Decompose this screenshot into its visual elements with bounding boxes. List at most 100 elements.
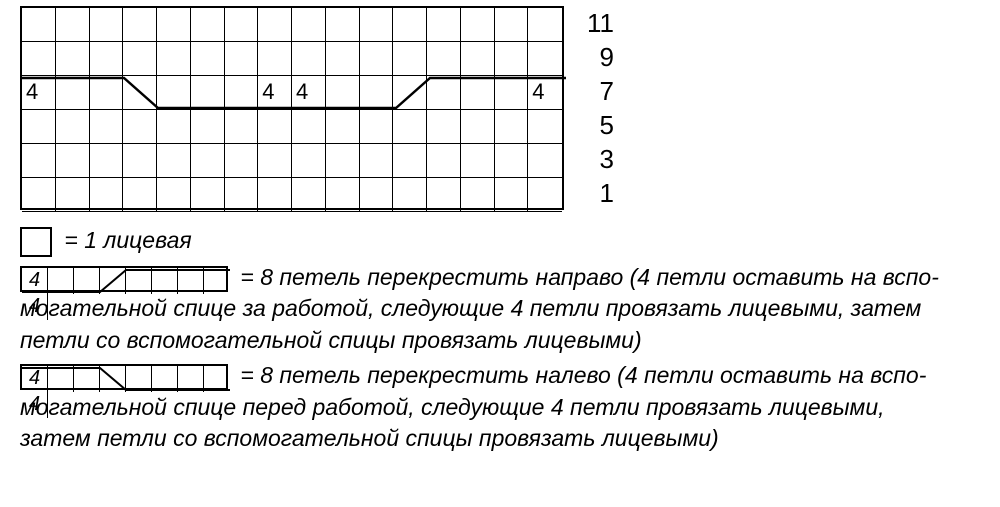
chart-cell	[56, 144, 90, 178]
chart-cell	[191, 8, 225, 42]
chart-cell	[157, 8, 191, 42]
legend-cable-cell	[100, 366, 126, 392]
legend-cable-right-box: 44	[20, 266, 228, 292]
legend-cable-cell	[126, 268, 152, 294]
chart-cell	[90, 76, 124, 110]
chart-cell	[258, 178, 292, 212]
chart-cell	[427, 110, 461, 144]
chart-cell	[393, 178, 427, 212]
chart-cell	[56, 76, 90, 110]
chart-cell	[292, 8, 326, 42]
chart-cell: 4	[528, 76, 562, 110]
chart-cell	[360, 8, 394, 42]
legend-cable-cell	[178, 366, 204, 392]
chart-cell	[90, 110, 124, 144]
chart-cell	[326, 110, 360, 144]
chart-cell	[427, 76, 461, 110]
chart-cell	[90, 178, 124, 212]
chart-cell	[157, 42, 191, 76]
legend-cable-cell	[74, 366, 100, 392]
chart-cell	[22, 178, 56, 212]
chart-row: 4444	[22, 76, 562, 110]
chart-cell	[225, 8, 259, 42]
chart-cell	[292, 42, 326, 76]
chart-row	[22, 8, 562, 42]
chart-cell	[427, 42, 461, 76]
chart-cell	[461, 144, 495, 178]
chart-cell	[326, 8, 360, 42]
legend-cable-cell	[48, 268, 74, 294]
legend-cable-cell	[48, 366, 74, 392]
chart-cell	[360, 76, 394, 110]
chart-cell	[225, 178, 259, 212]
chart-cell	[123, 110, 157, 144]
chart-cell	[191, 178, 225, 212]
chart-cell	[90, 8, 124, 42]
chart-row-label: 1	[574, 176, 614, 210]
chart-cell	[326, 178, 360, 212]
chart-cell	[326, 144, 360, 178]
legend-cable-left-text-3: затем петли со вспомогательной спицы про…	[20, 424, 980, 453]
chart-cell	[22, 144, 56, 178]
legend-cable-cell: 4	[22, 366, 48, 392]
chart-cell	[427, 144, 461, 178]
chart-cell	[528, 144, 562, 178]
chart-cell	[191, 144, 225, 178]
chart-cell	[528, 178, 562, 212]
chart-cell	[56, 178, 90, 212]
chart-cell: 4	[292, 76, 326, 110]
chart-row	[22, 144, 562, 178]
chart-cell	[528, 8, 562, 42]
chart-cell	[123, 76, 157, 110]
legend-plain: = 1 лицевая	[20, 226, 980, 257]
chart-cell	[258, 144, 292, 178]
chart-cell	[528, 110, 562, 144]
chart-cell	[22, 110, 56, 144]
legend-cable-cell	[100, 268, 126, 294]
legend-plain-box	[20, 227, 52, 257]
legend-cable-right-text-1: = 8 петель перекрестить направо (4 петли…	[240, 264, 938, 290]
chart-cell: 4	[22, 76, 56, 110]
chart-cell	[495, 76, 529, 110]
chart-cell	[461, 178, 495, 212]
chart-cell	[258, 8, 292, 42]
chart-cell	[157, 178, 191, 212]
chart-cell	[326, 76, 360, 110]
chart-cell	[461, 42, 495, 76]
chart-row-label: 7	[574, 74, 614, 108]
chart-cell	[326, 42, 360, 76]
chart-cell	[22, 8, 56, 42]
chart-row	[22, 178, 562, 212]
chart-cell	[528, 42, 562, 76]
chart-area: 4444 1197531	[20, 6, 980, 210]
chart-cell	[495, 110, 529, 144]
chart-cell	[56, 110, 90, 144]
chart-cell	[495, 178, 529, 212]
chart-cell	[393, 42, 427, 76]
legend-plain-label: = 1 лицевая	[64, 227, 191, 253]
chart-cell	[495, 144, 529, 178]
chart-cell	[495, 8, 529, 42]
chart-cell	[191, 42, 225, 76]
chart-cell	[123, 178, 157, 212]
chart-cell	[461, 8, 495, 42]
chart-cell	[461, 76, 495, 110]
legend-cable-cell	[152, 268, 178, 294]
chart-cell	[157, 110, 191, 144]
chart-row-label: 5	[574, 108, 614, 142]
chart-cell	[360, 110, 394, 144]
chart-cell	[225, 144, 259, 178]
chart-cell	[225, 42, 259, 76]
legend-cable-left: 44 = 8 петель перекрестить налево (4 пет…	[20, 361, 980, 453]
chart-cell	[393, 144, 427, 178]
chart-row	[22, 42, 562, 76]
chart-row	[22, 110, 562, 144]
chart-cell	[157, 144, 191, 178]
chart-cell	[191, 76, 225, 110]
chart-cell	[123, 42, 157, 76]
chart-cell	[461, 110, 495, 144]
legend-cable-right: 44 = 8 петель перекрестить направо (4 пе…	[20, 263, 980, 355]
chart-cell	[427, 178, 461, 212]
chart-row-label: 3	[574, 142, 614, 176]
chart-cell	[123, 8, 157, 42]
